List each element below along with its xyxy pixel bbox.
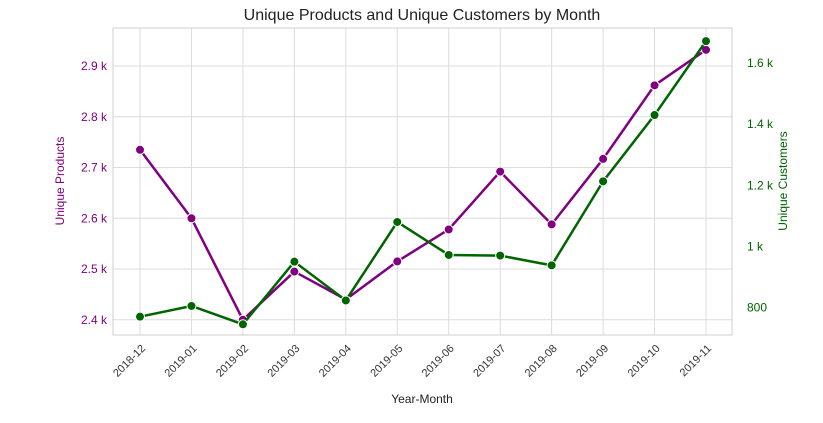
customers-point [392, 216, 403, 227]
products-point [598, 153, 609, 164]
x-tick-label: 2019-02 [214, 343, 251, 380]
plot-frame [112, 27, 733, 336]
y-tick-label: 2.9 k [81, 59, 108, 73]
series-layer [135, 36, 711, 330]
y-tick-label: 2.6 k [81, 211, 108, 225]
x-tick-label: 2019-05 [368, 343, 405, 380]
customers-series-line [139, 40, 708, 326]
x-axis: 2018-12 2019-01 2019-02 2019-03 2019-04 2019-… [111, 343, 714, 380]
left-y-axis: 2.4 k 2.5 k 2.6 k 2.7 k 2.8 k 2.9 k [81, 59, 108, 327]
customers-point [495, 250, 506, 261]
customers-point [598, 176, 609, 187]
x-tick-label: 2019-11 [678, 343, 714, 379]
x-tick-label: 2019-08 [523, 343, 560, 380]
y-tick-label: 2.8 k [81, 110, 108, 124]
x-tick-label: 2019-03 [265, 343, 302, 380]
x-tick-label: 2019-04 [317, 343, 354, 380]
y-tick-label: 2.4 k [81, 313, 108, 327]
y-axis-label: Unique Products [53, 137, 67, 226]
chart-title: Unique Products and Unique Customers by … [244, 7, 601, 24]
customers-point [649, 110, 660, 121]
x-tick-label: 2018-12 [111, 343, 148, 380]
x-axis-label: Year-Month [391, 392, 453, 406]
customers-point [340, 295, 351, 306]
x-tick-label: 2019-01 [163, 343, 200, 380]
y2-axis-label: Unique Customers [776, 131, 790, 230]
products-point [289, 266, 300, 277]
products-point [443, 224, 454, 235]
products-point [495, 166, 506, 177]
y-tick-label: 2.7 k [81, 161, 108, 175]
customers-point [135, 311, 145, 322]
customers-point [701, 36, 711, 47]
x-tick-label: 2019-06 [420, 343, 457, 380]
products-point [546, 219, 557, 230]
y2-tick-label: 800 [747, 301, 767, 315]
y2-tick-label: 1 k [747, 239, 764, 253]
y2-tick-label: 1.2 k [747, 178, 774, 192]
customers-point [186, 300, 197, 311]
grid [113, 28, 732, 335]
y2-tick-label: 1.4 k [747, 117, 774, 131]
customers-point [237, 319, 248, 330]
x-tick-label: 2019-09 [574, 343, 611, 380]
right-y-axis: 800 1 k 1.2 k 1.4 k 1.6 k [747, 56, 774, 314]
products-series-line [139, 48, 707, 322]
y2-tick-label: 1.6 k [747, 56, 774, 70]
x-tick-label: 2019-07 [471, 343, 508, 380]
customers-point [289, 256, 300, 267]
customers-point [443, 249, 454, 260]
products-point [186, 213, 197, 224]
x-tick-label: 2019-10 [626, 343, 663, 380]
customers-point [546, 260, 557, 271]
y-tick-label: 2.5 k [81, 262, 108, 276]
products-point [392, 256, 403, 267]
products-point [135, 144, 145, 155]
products-point [649, 80, 660, 91]
